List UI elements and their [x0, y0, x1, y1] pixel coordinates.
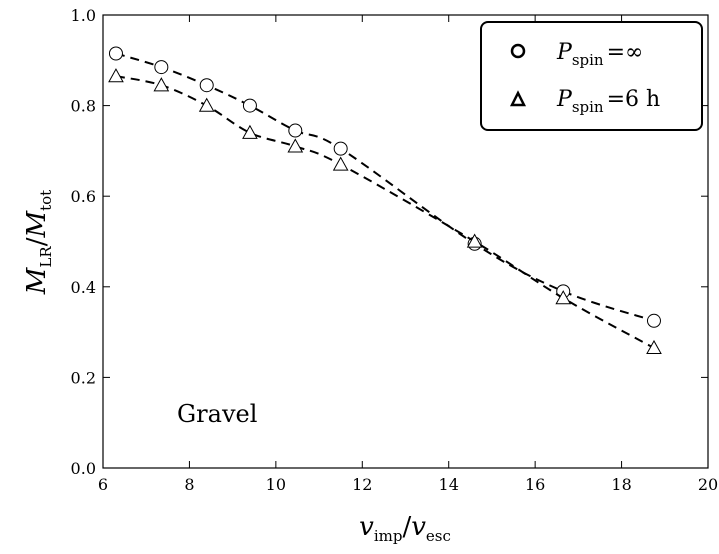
legend-label-series-2: Pspin =6 h — [556, 87, 660, 116]
x-tick-label: 10 — [266, 475, 286, 494]
data-point-triangle — [198, 97, 215, 112]
data-point-triangle — [466, 233, 483, 248]
gravel-annotation: Gravel — [177, 400, 257, 428]
legend-label-series-1: Pspin =∞ — [556, 40, 643, 69]
x-axis-label: vimp/vesc — [359, 512, 451, 545]
x-tick-label: 6 — [98, 475, 108, 494]
y-tick-label: 0.8 — [71, 97, 96, 116]
plot-frame — [102, 14, 709, 469]
data-point-triangle — [555, 290, 572, 305]
legend: Pspin =∞ Pspin =6 h — [480, 21, 703, 131]
series-layer — [108, 46, 662, 355]
legend-box — [480, 21, 703, 131]
x-tick-label: 14 — [439, 475, 459, 494]
data-point-triangle — [242, 124, 258, 139]
x-tick-label: 18 — [611, 475, 631, 494]
legend-marker-circle — [510, 43, 526, 59]
ticks-layer: 6 8 10 12 14 16 18 20 0.0 0.2 0.4 0.6 0.8 1.0 — [71, 6, 719, 494]
data-point-circle — [288, 123, 303, 138]
x-tick-label: 16 — [525, 475, 545, 494]
data-point-triangle — [108, 68, 124, 83]
x-tick-label: 8 — [184, 475, 194, 494]
data-point-triangle — [287, 138, 304, 153]
series-line-1 — [115, 52, 655, 322]
data-point-circle — [646, 313, 661, 328]
y-axis-label: MLR/Mtot — [22, 190, 55, 295]
data-point-triangle — [332, 156, 349, 171]
data-point-circle — [108, 46, 123, 61]
data-point-triangle — [153, 77, 170, 92]
data-point-circle — [154, 60, 169, 75]
y-tick-label: 0.4 — [71, 278, 96, 297]
legend-marker-triangle — [509, 90, 527, 107]
x-tick-label: 20 — [698, 475, 718, 494]
series-line-2 — [115, 75, 655, 349]
y-tick-label: 1.0 — [71, 6, 96, 25]
x-tick-label: 12 — [352, 475, 372, 494]
y-tick-label: 0.0 — [71, 459, 96, 478]
data-point-circle — [242, 98, 257, 113]
data-point-circle — [333, 141, 348, 156]
y-tick-label: 0.6 — [71, 187, 96, 206]
data-point-circle — [199, 78, 214, 93]
data-point-triangle — [646, 339, 662, 355]
y-tick-label: 0.2 — [71, 368, 96, 387]
